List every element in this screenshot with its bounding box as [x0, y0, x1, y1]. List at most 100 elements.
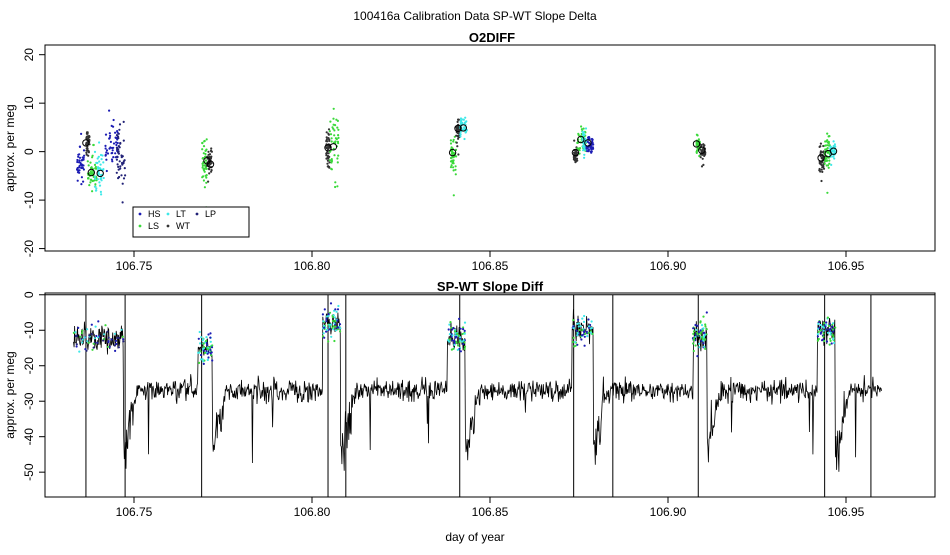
- slope-diff-y-tick-label: -50: [22, 463, 36, 481]
- calibration-point: [106, 345, 110, 348]
- cluster-ls: [695, 133, 702, 158]
- o2diff-plot: [76, 107, 838, 209]
- data-point: [97, 155, 100, 158]
- calibration-point: [210, 354, 213, 357]
- data-point: [203, 140, 206, 143]
- calibration-point: [704, 333, 707, 336]
- data-point: [114, 131, 117, 134]
- calibration-point: [323, 336, 326, 339]
- calibration-point: [448, 323, 451, 326]
- calibration-point: [209, 340, 212, 343]
- data-point: [330, 167, 333, 170]
- data-point: [202, 152, 205, 155]
- calibration-point: [834, 326, 837, 329]
- slope-diff-y-tick-label: -10: [22, 321, 36, 339]
- calibration-point: [329, 302, 333, 305]
- data-point: [330, 161, 333, 164]
- calibration-point: [206, 352, 209, 355]
- calibration-point: [816, 335, 820, 338]
- calibration-point: [463, 321, 467, 324]
- calibration-point: [327, 313, 330, 316]
- calibration-point: [584, 332, 587, 335]
- data-point: [117, 165, 120, 168]
- legend-marker: [195, 212, 199, 216]
- calibration-point: [576, 334, 579, 337]
- calibration-point: [336, 319, 339, 322]
- slope-diff-title: SP-WT Slope Diff: [437, 279, 544, 294]
- calibration-point: [451, 334, 454, 337]
- calibration-point: [463, 341, 466, 344]
- calibration-point: [330, 335, 333, 338]
- data-point: [325, 154, 328, 157]
- data-point: [98, 181, 101, 184]
- slope-diff-y-tick-label: -30: [22, 392, 36, 410]
- data-point: [328, 159, 331, 162]
- calibration-point: [819, 332, 822, 335]
- data-point: [104, 147, 107, 150]
- calibration-point: [202, 362, 205, 365]
- data-point: [461, 128, 464, 131]
- data-point: [117, 150, 120, 153]
- calibration-point: [107, 336, 110, 339]
- calibration-point: [828, 343, 831, 346]
- calibration-point: [458, 341, 461, 344]
- data-point: [334, 124, 337, 127]
- data-point: [701, 149, 704, 152]
- data-point: [95, 167, 98, 170]
- data-point: [207, 180, 210, 183]
- data-point: [582, 149, 585, 152]
- cluster-mean-marker: [96, 169, 104, 178]
- calibration-point: [325, 330, 328, 333]
- calibration-point: [452, 326, 455, 330]
- calibration-point: [206, 358, 209, 361]
- calibration-point: [211, 359, 214, 362]
- data-point: [121, 201, 124, 204]
- calibration-point: [832, 322, 835, 325]
- o2diff-panel: O2DIFF approx. per meg 106.75 106.80 106.8…: [3, 30, 936, 273]
- calibration-point: [92, 342, 95, 345]
- calibration-point: [331, 315, 334, 319]
- data-point: [574, 157, 577, 160]
- calibration-point: [459, 350, 462, 353]
- data-point: [328, 130, 331, 133]
- calibration-point: [694, 323, 697, 327]
- data-point: [464, 116, 467, 119]
- calibration-point: [589, 327, 592, 330]
- calibration-point: [97, 320, 100, 323]
- data-point: [334, 185, 337, 189]
- data-point: [826, 151, 829, 154]
- data-point: [99, 190, 102, 193]
- data-point: [115, 136, 118, 140]
- legend-label: LT: [176, 209, 186, 219]
- calibration-point: [692, 327, 695, 330]
- calibration-point: [705, 311, 708, 314]
- calibration-point: [817, 322, 820, 325]
- data-point: [326, 159, 329, 162]
- data-point: [822, 166, 825, 169]
- calibration-point: [207, 333, 210, 336]
- calibration-point: [692, 332, 695, 335]
- data-point: [203, 186, 206, 189]
- data-point: [85, 149, 88, 152]
- data-point: [828, 135, 831, 138]
- calibration-point: [692, 342, 695, 345]
- calibration-point: [701, 329, 705, 332]
- calibration-point: [93, 337, 96, 340]
- data-point: [454, 165, 457, 168]
- o2diff-title: O2DIFF: [469, 30, 515, 45]
- calibration-point: [453, 330, 457, 333]
- data-point: [573, 159, 577, 162]
- calibration-point: [331, 319, 334, 323]
- calibration-point: [202, 360, 205, 363]
- cluster-ls: [201, 138, 208, 209]
- data-point: [201, 148, 204, 151]
- data-point: [451, 159, 454, 163]
- data-point: [325, 140, 328, 143]
- calibration-point: [328, 326, 331, 329]
- legend-marker: [138, 224, 142, 228]
- data-point: [105, 151, 108, 154]
- legend-marker: [166, 212, 170, 216]
- calibration-point: [692, 330, 696, 333]
- calibration-point: [462, 343, 465, 346]
- calibration-point: [705, 328, 708, 331]
